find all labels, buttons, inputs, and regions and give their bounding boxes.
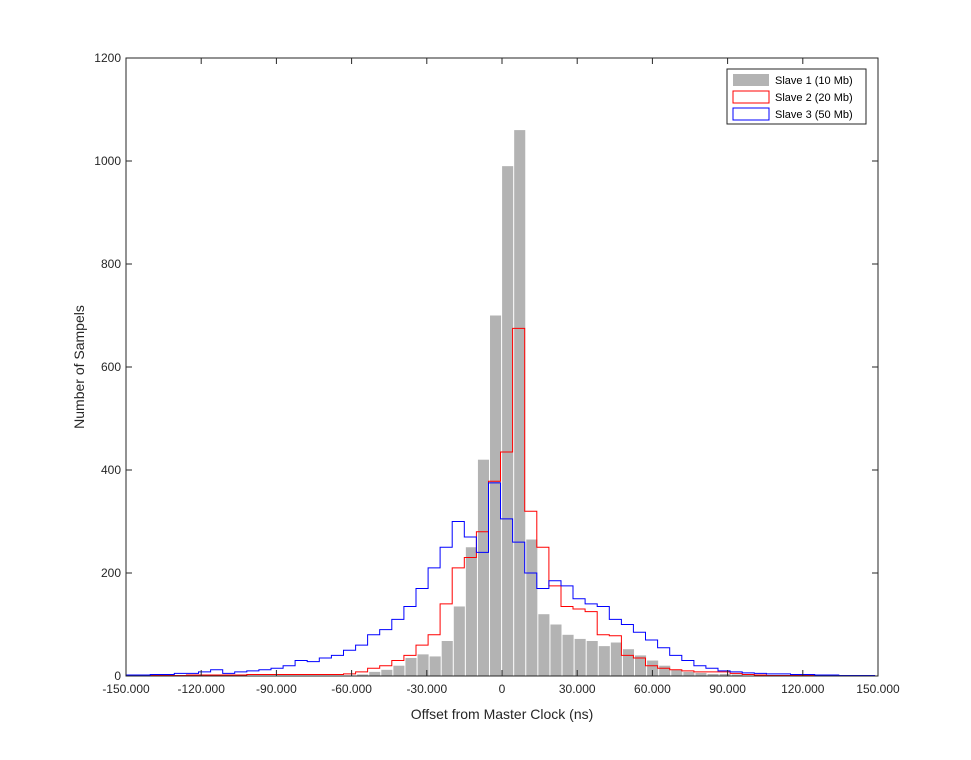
bar-slave1 bbox=[610, 642, 622, 676]
x-tick-label: -60.000 bbox=[331, 682, 372, 696]
bar-slave1 bbox=[695, 672, 707, 676]
bar-slave1 bbox=[393, 665, 405, 676]
bar-slave1 bbox=[622, 649, 635, 676]
x-tick-label: 30.000 bbox=[559, 682, 596, 696]
slave1-bars bbox=[357, 130, 743, 677]
bar-slave1 bbox=[598, 646, 610, 676]
legend-label-slave3: Slave 3 (50 Mb) bbox=[775, 109, 853, 121]
x-tick-label: 150.000 bbox=[856, 682, 900, 696]
bar-slave1 bbox=[441, 640, 453, 676]
x-axis-title: Offset from Master Clock (ns) bbox=[411, 706, 594, 722]
bar-slave1 bbox=[465, 547, 477, 676]
bar-slave1 bbox=[514, 130, 526, 677]
x-tick-label: -30.000 bbox=[406, 682, 447, 696]
bar-slave1 bbox=[357, 674, 369, 676]
legend-swatch-slave1 bbox=[733, 74, 769, 86]
legend-label-slave2: Slave 2 (20 Mb) bbox=[775, 92, 853, 104]
x-tick-label: 0 bbox=[499, 682, 506, 696]
y-tick-label: 400 bbox=[101, 463, 121, 477]
bar-slave1 bbox=[586, 640, 598, 676]
bar-slave1 bbox=[453, 606, 465, 676]
bar-slave1 bbox=[490, 315, 502, 676]
x-tick-label: 90.000 bbox=[709, 682, 746, 696]
y-tick-label: 0 bbox=[114, 669, 121, 683]
bar-slave1 bbox=[502, 166, 514, 676]
bar-slave1 bbox=[659, 665, 671, 676]
y-tick-label: 1200 bbox=[94, 51, 121, 65]
bar-slave1 bbox=[526, 539, 538, 676]
bar-slave1 bbox=[405, 657, 417, 676]
bar-slave1 bbox=[550, 624, 562, 676]
bar-slave1 bbox=[707, 673, 719, 676]
bar-slave1 bbox=[683, 671, 695, 676]
bar-slave1 bbox=[477, 459, 490, 676]
bar-slave1 bbox=[429, 656, 441, 676]
bar-slave1 bbox=[417, 654, 429, 676]
x-tick-label: 60.000 bbox=[634, 682, 671, 696]
bar-slave1 bbox=[381, 669, 393, 676]
bar-slave1 bbox=[574, 638, 586, 676]
y-tick-label: 600 bbox=[101, 360, 121, 374]
step-line-slave2 bbox=[126, 327, 876, 676]
bar-slave1 bbox=[562, 634, 574, 676]
legend-swatch-slave2 bbox=[732, 90, 770, 104]
bar-slave1 bbox=[647, 660, 659, 676]
bar-slave1 bbox=[731, 674, 743, 676]
x-tick-label: -90.000 bbox=[256, 682, 297, 696]
legend: Slave 1 (10 Mb) Slave 2 (20 Mb) Slave 3 … bbox=[726, 68, 867, 125]
y-tick-label: 1000 bbox=[94, 154, 121, 168]
legend-swatch-slave3 bbox=[732, 107, 770, 121]
bar-slave1 bbox=[369, 671, 381, 676]
axis-ticks bbox=[125, 57, 879, 677]
bar-slave1 bbox=[635, 655, 647, 676]
bar-slave1 bbox=[538, 614, 550, 676]
x-tick-label: 120.000 bbox=[781, 682, 825, 696]
legend-label-slave1: Slave 1 (10 Mb) bbox=[775, 75, 853, 87]
bar-slave1 bbox=[671, 669, 683, 676]
x-tick-label: -150.000 bbox=[102, 682, 150, 696]
y-tick-label: 200 bbox=[101, 566, 121, 580]
tick-labels: -150.000 -120.000 -90.000 -60.000 -30.000 0 30… bbox=[94, 51, 900, 696]
x-tick-label: -120.000 bbox=[178, 682, 226, 696]
y-axis-title: Number of Sampels bbox=[71, 305, 87, 429]
bar-slave1 bbox=[719, 673, 731, 676]
y-tick-label: 800 bbox=[101, 257, 121, 271]
plot-frame bbox=[125, 57, 879, 677]
